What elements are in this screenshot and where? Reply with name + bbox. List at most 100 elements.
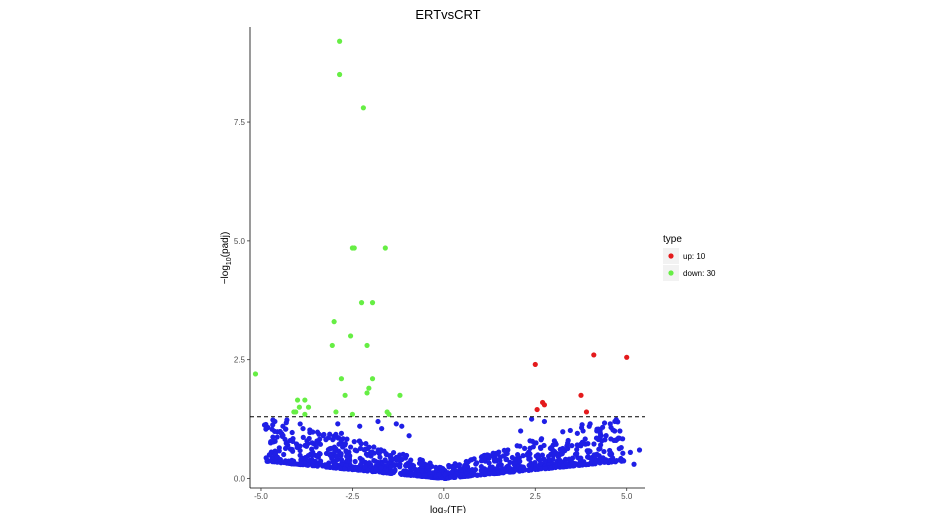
point-up <box>541 402 548 408</box>
point-ns <box>342 441 349 447</box>
point-ns <box>417 457 424 463</box>
point-ns <box>314 429 321 435</box>
point-ns <box>452 473 458 480</box>
point-ns <box>371 444 377 450</box>
point-ns <box>382 458 388 464</box>
point-ns <box>521 466 527 473</box>
point-ns <box>539 452 545 458</box>
point-ns <box>449 469 455 475</box>
point-ns <box>552 440 558 446</box>
point-ns <box>526 456 532 462</box>
point-down <box>302 397 308 403</box>
points-layer <box>252 38 643 481</box>
x-axis-title: log₂(TF) <box>430 505 466 513</box>
point-ns <box>333 431 339 437</box>
y-tick-label: 0.0 <box>234 474 246 483</box>
point-down <box>252 371 259 377</box>
point-ns <box>617 428 623 434</box>
point-ns <box>393 421 399 427</box>
point-ns <box>379 425 385 432</box>
point-ns <box>569 455 576 461</box>
point-up <box>583 409 590 415</box>
point-ns <box>559 451 565 457</box>
point-ns <box>337 465 343 471</box>
point-ns <box>282 445 289 452</box>
point-ns <box>283 440 289 446</box>
point-ns <box>366 444 372 450</box>
point-ns <box>515 451 521 458</box>
point-ns <box>582 436 588 442</box>
point-ns <box>325 435 332 441</box>
point-ns <box>297 421 303 427</box>
point-ns <box>499 466 506 472</box>
point-down <box>369 376 376 382</box>
point-ns <box>261 422 268 428</box>
point-ns <box>270 434 276 440</box>
point-down <box>333 409 339 415</box>
point-ns <box>631 461 637 467</box>
point-ns <box>325 446 332 453</box>
point-ns <box>351 439 357 445</box>
point-ns <box>521 445 528 452</box>
point-ns <box>567 427 573 434</box>
point-ns <box>310 429 316 435</box>
point-ns <box>380 470 387 476</box>
point-down <box>294 397 301 403</box>
y-axis-title-prefix: −log <box>220 265 231 284</box>
point-ns <box>537 444 544 450</box>
point-ns <box>416 472 422 478</box>
point-ns <box>289 429 295 436</box>
point-down <box>305 404 312 410</box>
point-down <box>337 38 343 44</box>
point-ns <box>348 444 354 450</box>
point-ns <box>352 464 358 470</box>
point-ns <box>569 443 575 449</box>
point-ns <box>392 467 398 473</box>
point-ns <box>600 459 606 465</box>
point-ns <box>620 450 626 456</box>
point-ns <box>338 457 345 463</box>
point-ns <box>487 465 493 471</box>
point-ns <box>548 445 554 451</box>
point-ns <box>550 456 556 462</box>
point-ns <box>611 437 617 443</box>
point-ns <box>591 441 597 447</box>
point-down <box>351 245 357 251</box>
point-ns <box>409 471 415 477</box>
point-down <box>293 409 299 415</box>
point-ns <box>375 418 381 425</box>
point-ns <box>541 418 548 425</box>
point-ns <box>327 451 333 458</box>
point-ns <box>552 463 558 470</box>
point-ns <box>387 470 393 476</box>
point-ns <box>532 466 539 473</box>
point-ns <box>433 464 439 470</box>
y-axis-title-subscript: 10 <box>226 257 233 265</box>
point-ns <box>333 446 339 452</box>
x-tick-label: -2.5 <box>346 492 360 501</box>
point-ns <box>545 453 552 459</box>
point-ns <box>365 467 371 473</box>
point-ns <box>524 452 530 458</box>
point-ns <box>478 472 484 478</box>
point-ns <box>340 436 346 442</box>
point-ns <box>366 460 372 466</box>
point-ns <box>317 441 324 447</box>
point-ns <box>300 434 306 440</box>
point-ns <box>627 449 633 455</box>
point-ns <box>478 464 484 470</box>
point-ns <box>272 428 278 434</box>
point-down <box>369 300 376 306</box>
point-ns <box>277 428 283 435</box>
point-ns <box>313 444 319 450</box>
point-ns <box>284 417 290 423</box>
point-ns <box>373 466 379 472</box>
point-down <box>366 385 372 391</box>
point-ns <box>378 464 384 471</box>
point-ns <box>287 437 293 444</box>
point-ns <box>636 447 643 453</box>
point-ns <box>555 452 561 458</box>
point-down <box>337 71 343 78</box>
point-ns <box>393 454 400 460</box>
point-ns <box>616 435 622 441</box>
